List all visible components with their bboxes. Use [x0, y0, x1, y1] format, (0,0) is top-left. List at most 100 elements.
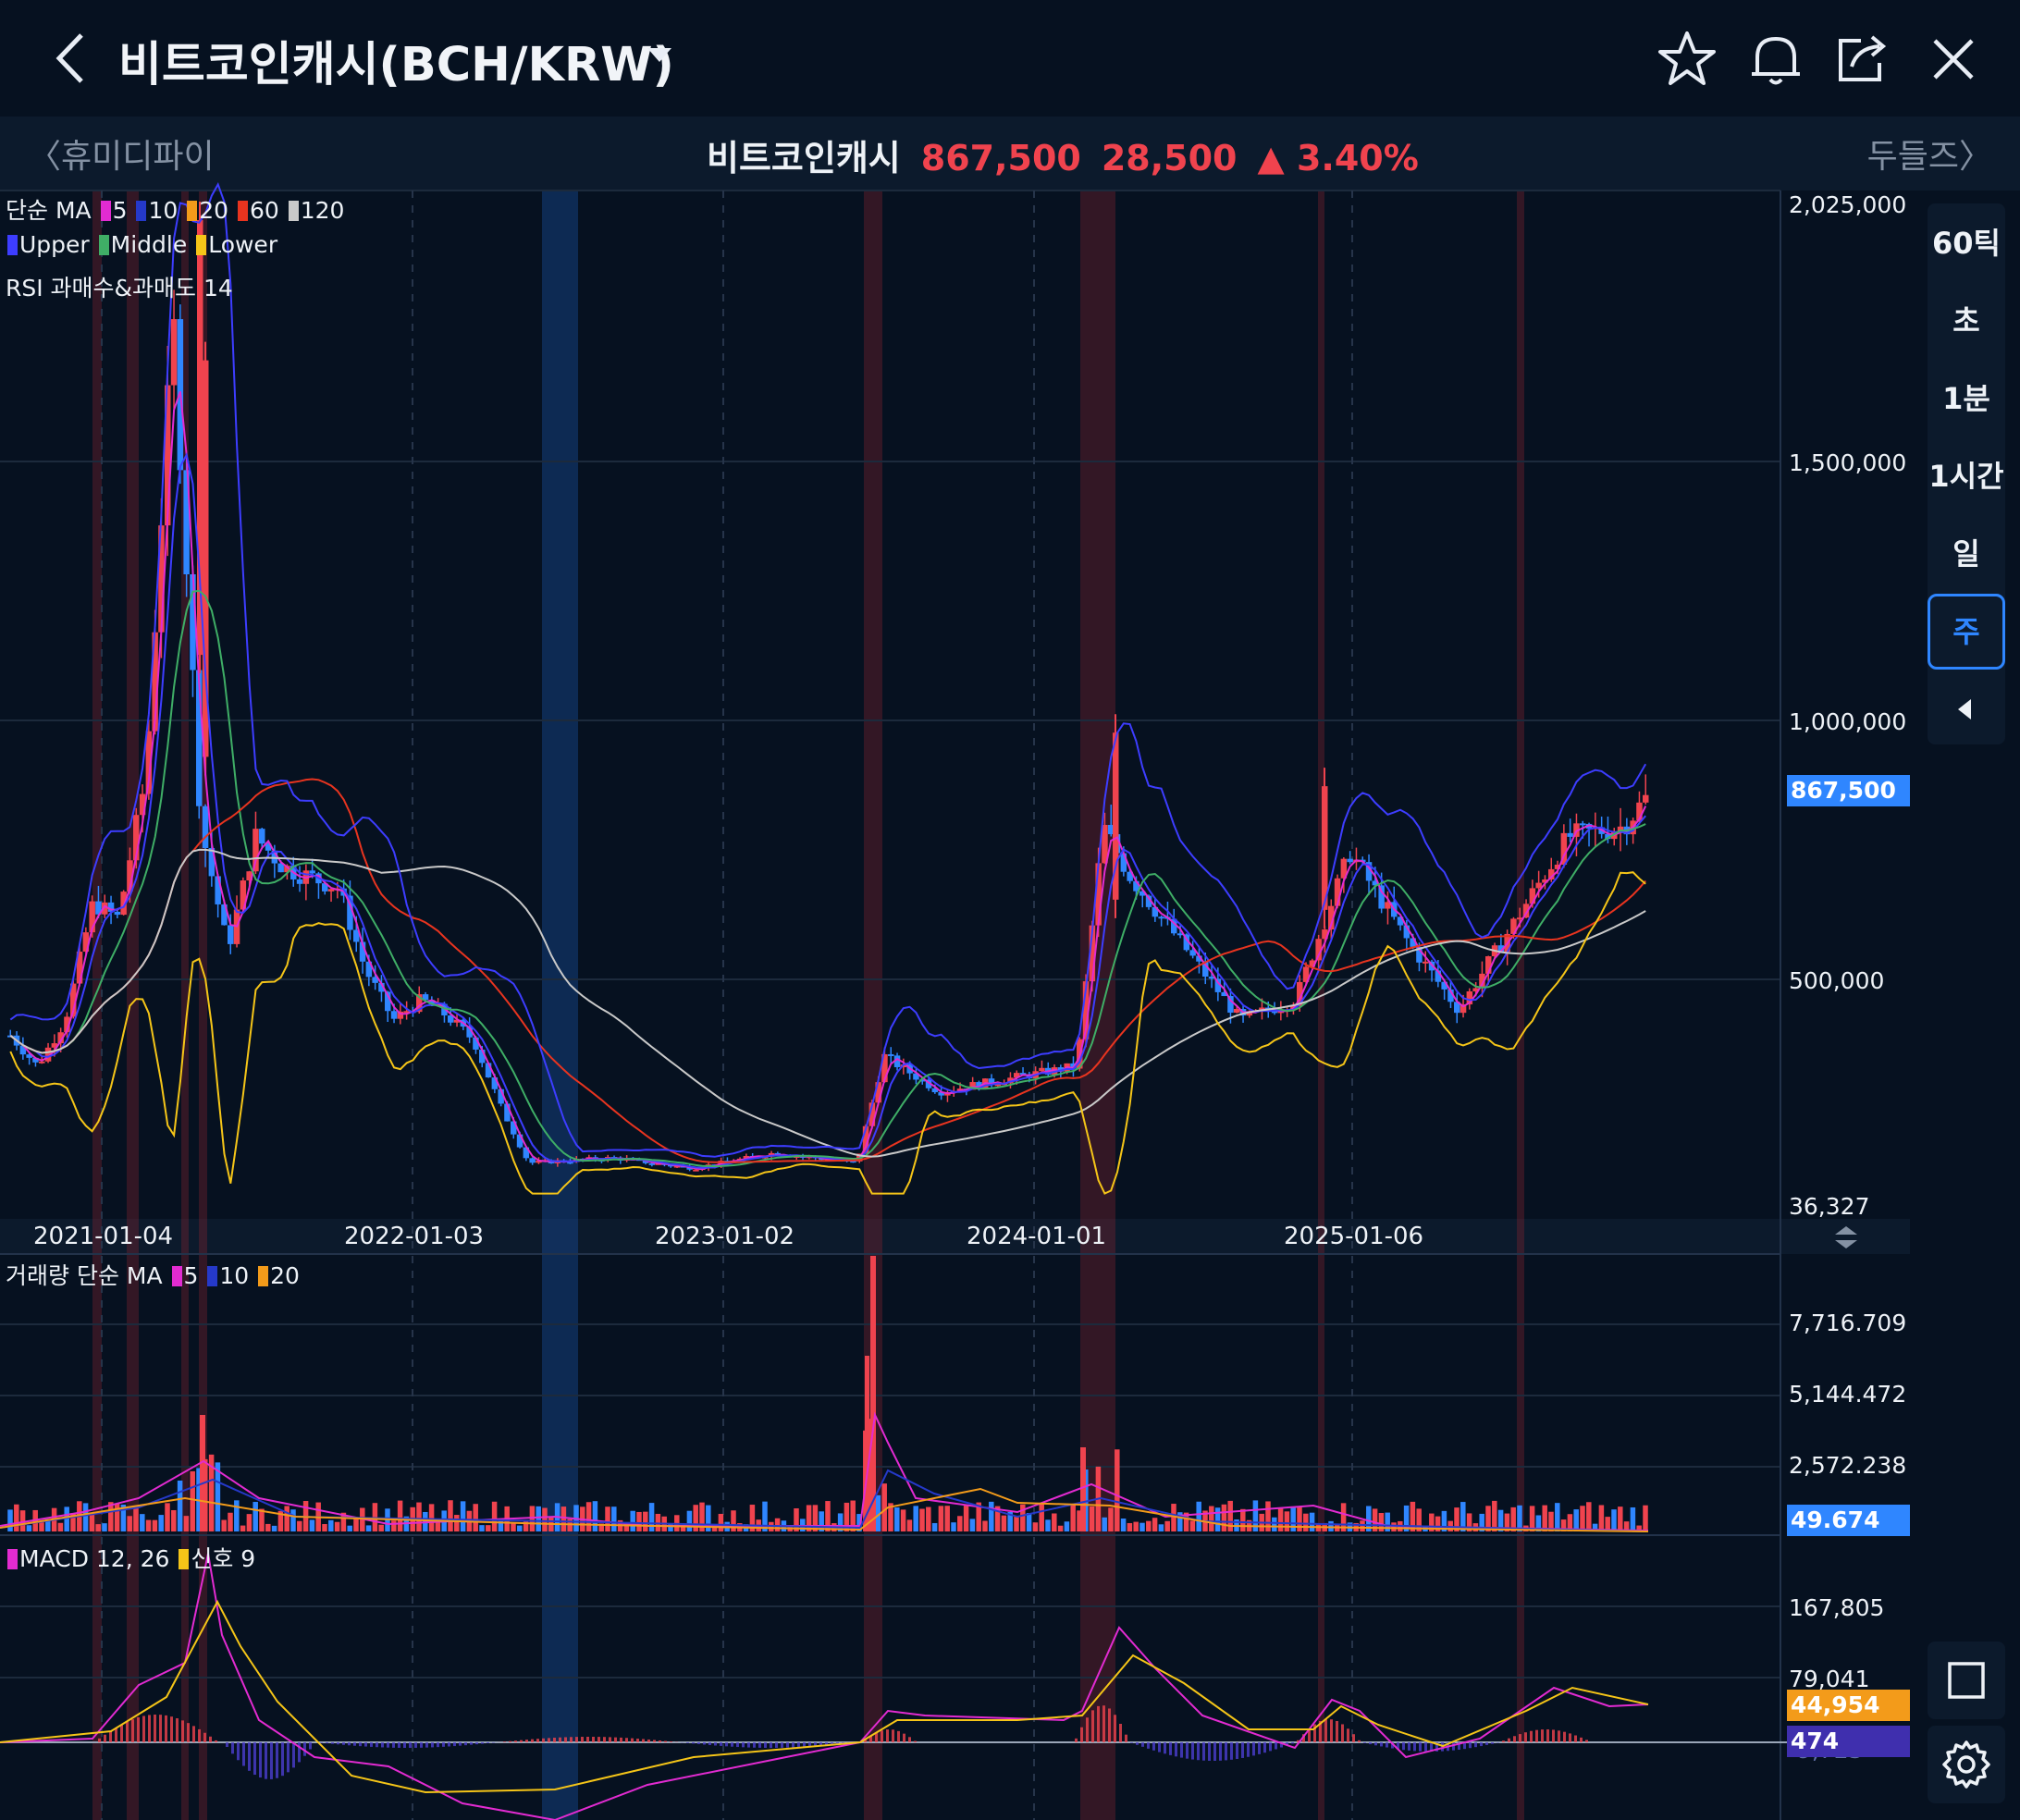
macd-histogram-bar: [825, 1742, 828, 1746]
macd-histogram-bar: [1391, 1742, 1394, 1749]
macd-histogram-bar: [115, 1728, 117, 1742]
macd-histogram-bar: [1169, 1742, 1172, 1755]
prev-coin-link[interactable]: 〈휴미디파이: [28, 138, 215, 176]
volume-bar: [585, 1502, 592, 1531]
candle-body: [152, 632, 158, 732]
resize-handle-icon[interactable]: [1831, 1224, 1861, 1250]
candle-body: [133, 815, 140, 861]
candle-body: [1014, 1073, 1020, 1078]
ma-legend: 단순 MA 5 10 20 60 120: [6, 197, 345, 224]
ma60-line: [9, 778, 1646, 1163]
macd-histogram-bar: [353, 1742, 356, 1746]
volume-bar: [1064, 1521, 1070, 1531]
volume-bar: [1052, 1513, 1057, 1531]
candle-body: [1297, 981, 1303, 1006]
volume-bar: [486, 1525, 491, 1531]
candle-body: [1365, 862, 1373, 881]
rsi-highlight-band: [1517, 191, 1524, 1820]
candle-body: [1234, 1009, 1240, 1013]
candle-body: [536, 1161, 542, 1163]
macd-histogram-bar: [1230, 1742, 1233, 1760]
fullscreen-button[interactable]: [1928, 1642, 2005, 1719]
macd-histogram-bar: [575, 1737, 578, 1742]
volume-bar: [1555, 1503, 1560, 1531]
candle-body: [453, 1019, 461, 1023]
candle-body: [397, 1011, 404, 1019]
back-arrow-icon[interactable]: [46, 28, 102, 89]
candle-body: [76, 952, 83, 984]
dropdown-caret-icon[interactable]: [647, 48, 671, 62]
interval-second[interactable]: 초: [1952, 303, 1980, 338]
macd-histogram-bar: [908, 1737, 911, 1742]
volume-bar: [322, 1524, 327, 1531]
share-icon[interactable]: [1831, 28, 1894, 91]
candle-body: [1322, 786, 1328, 910]
macd-histogram-bar: [187, 1723, 190, 1742]
top-bar: [0, 0, 2020, 117]
candle-body: [259, 829, 265, 844]
chevron-left-icon: 〈: [28, 138, 62, 176]
volume-bar: [246, 1514, 252, 1531]
macd-histogram-bar: [1086, 1717, 1089, 1742]
collapse-sidebar-icon[interactable]: [1958, 699, 1971, 719]
candle-body: [1039, 1067, 1045, 1072]
bell-icon[interactable]: [1744, 28, 1807, 91]
interval-1hour[interactable]: 1시간: [1928, 459, 2004, 494]
candle-body: [1145, 895, 1152, 907]
macd-histogram-bar: [481, 1742, 484, 1744]
volume-bar: [334, 1521, 340, 1531]
candle-body: [988, 1078, 995, 1085]
volume-bar: [140, 1514, 145, 1531]
macd-histogram-bar: [1336, 1721, 1338, 1742]
candle-body: [57, 1032, 64, 1044]
macd-histogram-bar: [1380, 1742, 1383, 1747]
candle-body: [416, 994, 423, 1013]
candle-body: [529, 1158, 536, 1163]
macd-histogram-bar: [542, 1738, 545, 1742]
candle-body: [353, 929, 360, 942]
volume-bar: [919, 1508, 925, 1531]
bollinger-legend: Upper Middle Lower: [6, 231, 277, 258]
rsi-highlight-band: [542, 191, 578, 1820]
macd-histogram-bar: [276, 1742, 278, 1778]
interval-week[interactable]: 주: [1928, 594, 2005, 670]
macd-histogram-bar: [1535, 1729, 1538, 1742]
interval-1min[interactable]: 1분: [1942, 381, 1990, 416]
volume-bar: [1102, 1517, 1107, 1531]
volume-bar: [1366, 1506, 1372, 1531]
candle-body: [221, 904, 228, 926]
macd-legend: MACD 12, 26 신호 9: [6, 1541, 255, 1574]
next-coin-link[interactable]: 두들즈〉: [1866, 138, 1992, 176]
volume-bar: [133, 1505, 139, 1531]
candle-body: [1378, 885, 1385, 909]
macd-histogram-bar: [1275, 1742, 1277, 1750]
macd-histogram-bar: [1324, 1719, 1327, 1742]
candle-body: [1454, 1002, 1460, 1014]
macd-histogram-bar: [886, 1729, 889, 1742]
candle-body: [1636, 802, 1643, 821]
interval-60tick[interactable]: 60틱: [1932, 226, 2001, 261]
square-icon: [1948, 1662, 1985, 1699]
star-icon[interactable]: [1656, 28, 1718, 91]
macd-histogram-bar: [403, 1742, 406, 1748]
macd-histogram-bar: [742, 1742, 745, 1748]
candle-body: [441, 1003, 448, 1015]
macd-histogram-bar: [570, 1737, 573, 1742]
macd-histogram-bar: [625, 1738, 628, 1742]
volume-bar: [951, 1522, 956, 1531]
volume-bar: [957, 1516, 963, 1531]
page-title[interactable]: 비트코인캐시(BCH/KRW): [118, 38, 674, 92]
volume-bar: [865, 1356, 869, 1531]
macd-histogram-bar: [1491, 1742, 1494, 1744]
macd-histogram-bar: [581, 1737, 584, 1742]
volume-bar: [680, 1525, 686, 1531]
interval-day[interactable]: 일: [1952, 536, 1980, 572]
macd-histogram-bar: [1563, 1731, 1566, 1742]
macd-histogram-bar: [1374, 1742, 1377, 1746]
signal-line: [0, 1599, 1649, 1794]
close-icon[interactable]: [1922, 28, 1985, 91]
settings-button[interactable]: [1928, 1726, 2005, 1803]
volume-bar: [215, 1462, 221, 1531]
candle-body: [64, 1016, 70, 1033]
